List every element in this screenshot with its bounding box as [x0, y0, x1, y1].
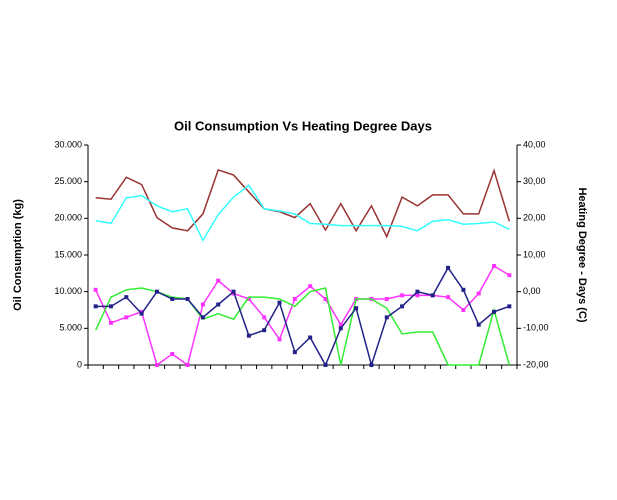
point-marker [461, 287, 466, 292]
point-marker [415, 289, 420, 294]
point-marker [323, 363, 328, 367]
y2-tick-label: -10,00 [523, 323, 549, 333]
point-marker [216, 302, 221, 307]
point-marker [507, 273, 512, 278]
point-marker [277, 337, 282, 342]
point-marker [200, 315, 205, 320]
y2-tick-label: -20,00 [523, 359, 549, 369]
series-line [95, 184, 510, 242]
series-line [95, 266, 510, 368]
y-tick-label: 0 [77, 359, 82, 369]
y2-tick-label: 40,00 [523, 139, 546, 149]
point-marker [292, 350, 297, 355]
y-tick-label: 25.000 [54, 176, 82, 186]
series-line [94, 287, 511, 366]
point-marker [124, 295, 129, 300]
series-line [95, 168, 511, 239]
y2-tick-label: 0,00 [523, 286, 541, 296]
point-marker [185, 363, 190, 367]
point-marker [262, 328, 267, 333]
point-marker [154, 363, 159, 367]
point-marker [476, 291, 481, 296]
y-tick-label: 20.000 [54, 213, 82, 223]
point-marker [461, 308, 466, 312]
point-marker [507, 304, 512, 309]
point-marker [170, 297, 175, 301]
point-marker [323, 297, 328, 301]
y2-tick-label: 10,00 [523, 249, 546, 259]
point-marker [446, 265, 451, 270]
y2-tick-label: 20,00 [523, 213, 546, 223]
point-marker [492, 264, 497, 268]
point-marker [200, 302, 205, 307]
point-marker [338, 326, 343, 331]
point-marker [154, 289, 159, 294]
point-marker [108, 320, 113, 325]
point-marker [246, 297, 251, 301]
chart-title: Oil Consumption Vs Heating Degree Days [174, 118, 432, 133]
y-tick-label: 10.000 [54, 286, 82, 296]
y2-tick-label: 30,00 [523, 176, 546, 186]
y-axis-title: Oil Consumption (kg) [12, 199, 24, 311]
point-marker [415, 293, 420, 298]
y2-axis-title: Heating Degree - Days (C) [576, 187, 588, 322]
y-tick-label: 5.000 [59, 323, 82, 333]
series-line [94, 264, 510, 367]
point-marker [262, 315, 267, 320]
point-marker [231, 289, 236, 294]
point-marker [400, 293, 405, 298]
point-marker [246, 333, 251, 338]
point-marker [277, 300, 282, 305]
point-marker [108, 304, 113, 309]
y-tick-label: 30.000 [54, 139, 82, 149]
point-marker [93, 304, 98, 309]
point-marker [308, 335, 313, 340]
point-marker [384, 297, 389, 301]
point-marker [400, 304, 405, 309]
point-marker [308, 284, 313, 289]
point-marker [492, 309, 497, 314]
y-tick-label: 15.000 [54, 249, 82, 259]
point-marker [430, 293, 435, 298]
point-marker [292, 297, 297, 301]
point-marker [93, 287, 98, 292]
point-marker [124, 315, 129, 320]
point-marker [446, 295, 451, 300]
point-marker [384, 315, 389, 320]
point-marker [216, 278, 221, 283]
point-marker [369, 363, 374, 367]
point-marker [476, 322, 481, 327]
point-marker [139, 311, 144, 316]
point-marker [338, 322, 343, 327]
point-marker [185, 297, 190, 301]
point-marker [170, 352, 175, 356]
point-marker [354, 306, 359, 311]
